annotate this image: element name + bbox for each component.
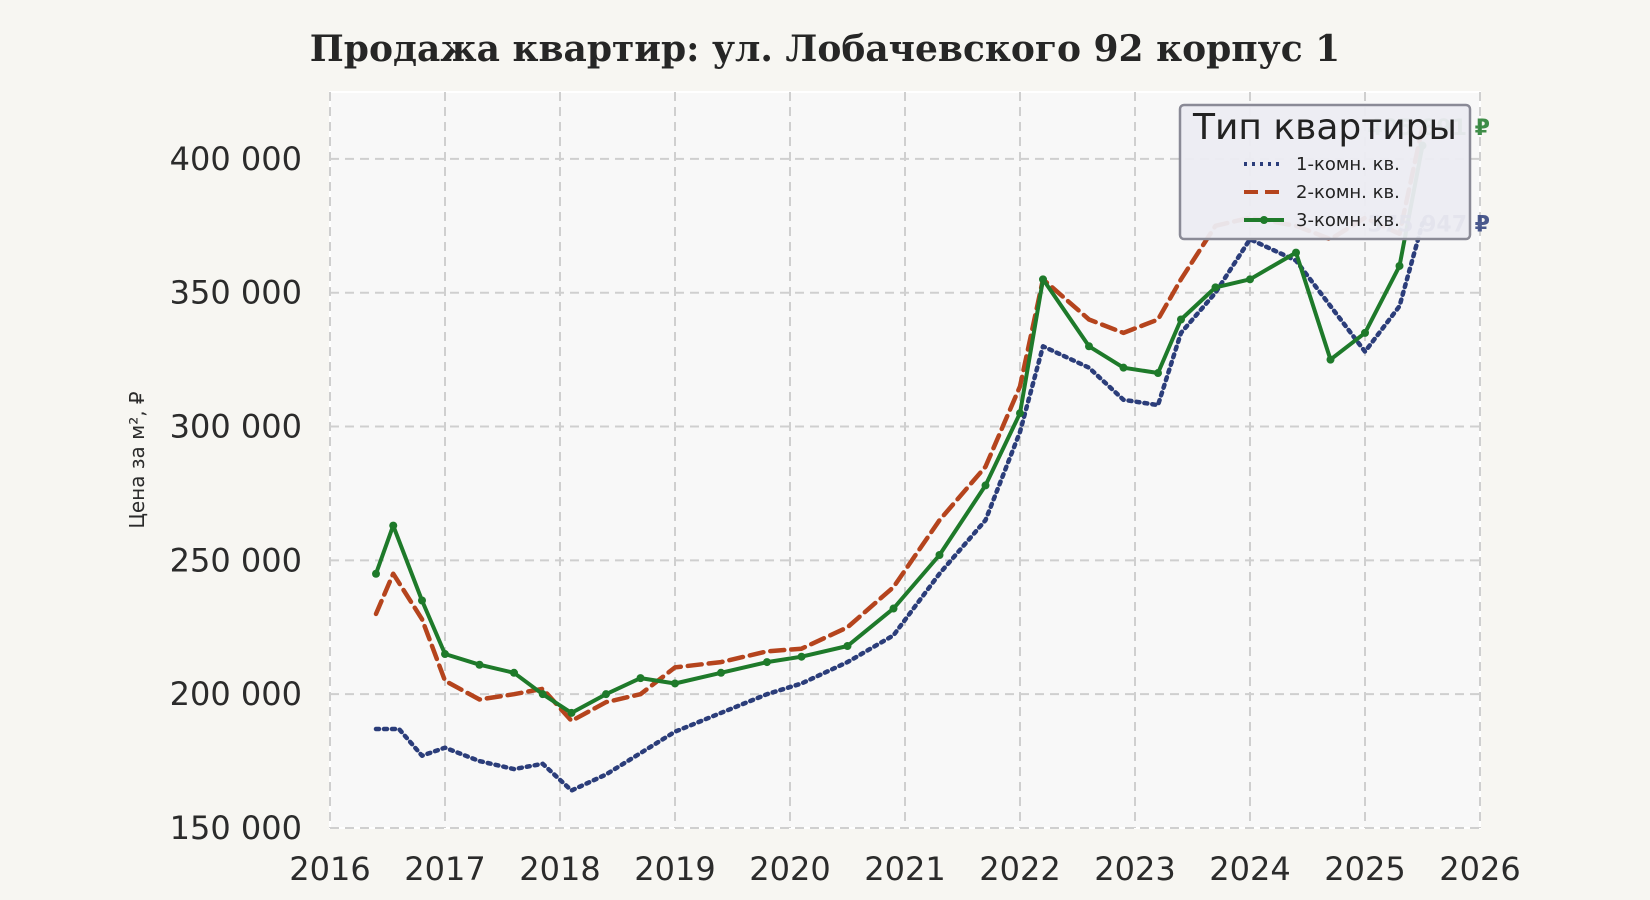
series-point: [1016, 409, 1024, 418]
x-tick-label: 2016: [289, 850, 370, 888]
legend-box: [1178, 103, 1472, 241]
legend-items: 1-комн. кв. 2-комн. кв. 3-комн. кв.: [1244, 154, 1400, 231]
x-tick-label: 2023: [1094, 850, 1175, 888]
series-point: [1154, 369, 1162, 378]
series-point: [935, 551, 944, 560]
x-axis-ticks: 2016 2017 2018 2019 2020 2021 2022 2023 2024 2025…: [289, 850, 1520, 888]
legend-marker: [1260, 216, 1268, 224]
series-point: [389, 521, 398, 530]
series-point: [441, 650, 449, 659]
series-point: [372, 569, 380, 578]
series-point: [1177, 315, 1185, 324]
y-axis-label: Цена за м², ₽: [125, 391, 149, 529]
legend-title: Тип квартиры: [1192, 107, 1457, 148]
series-point: [418, 596, 426, 605]
series-point: [671, 679, 679, 688]
series-point: [1085, 342, 1093, 351]
x-tick-label: 2026: [1439, 850, 1520, 888]
y-axis-ticks: 150 000 200 000 250 000 300 000 350 000 400 0…: [170, 140, 302, 847]
y-tick-label: 350 000: [170, 274, 302, 312]
x-tick-label: 2025: [1324, 850, 1405, 888]
legend-label: 1-комн. кв.: [1296, 154, 1400, 175]
series-point: [843, 642, 852, 651]
series-point: [1292, 248, 1300, 257]
series-point: [567, 708, 576, 717]
x-tick-label: 2018: [519, 850, 600, 888]
x-tick-label: 2024: [1209, 850, 1290, 888]
series-point: [475, 660, 484, 669]
series-point: [538, 690, 547, 699]
x-tick-label: 2022: [979, 850, 1060, 888]
series-point: [1039, 275, 1047, 284]
series-point: [763, 658, 771, 667]
series-point: [889, 604, 898, 613]
x-tick-label: 2017: [404, 850, 485, 888]
series-point: [1119, 363, 1128, 372]
y-tick-label: 250 000: [170, 541, 302, 579]
series-point: [636, 674, 645, 683]
legend-label: 2-комн. кв.: [1296, 182, 1400, 203]
x-tick-label: 2021: [864, 850, 945, 888]
series-point: [717, 668, 725, 677]
legend: Тип квартиры 1-комн. кв. 2-комн. кв. 3-ком…: [1178, 103, 1472, 241]
chart-title: Продажа квартир: ул. Лобачевского 92 кор…: [309, 28, 1341, 70]
x-tick-label: 2020: [749, 850, 830, 888]
y-tick-label: 200 000: [170, 675, 302, 713]
y-tick-label: 150 000: [170, 809, 302, 847]
series-point: [1211, 283, 1220, 292]
series-point: [510, 668, 518, 677]
series-point: [1326, 355, 1335, 364]
series-point: [1246, 275, 1254, 284]
series-point: [602, 690, 610, 699]
legend-label: 3-комн. кв.: [1296, 210, 1400, 231]
series-point: [981, 481, 990, 490]
series-point: [1361, 328, 1369, 337]
x-tick-label: 2019: [634, 850, 715, 888]
y-tick-label: 400 000: [170, 140, 302, 178]
y-tick-label: 300 000: [170, 408, 302, 446]
series-point: [1395, 261, 1404, 270]
series-line-2: [373, 124, 1425, 724]
series-point: [797, 652, 806, 661]
